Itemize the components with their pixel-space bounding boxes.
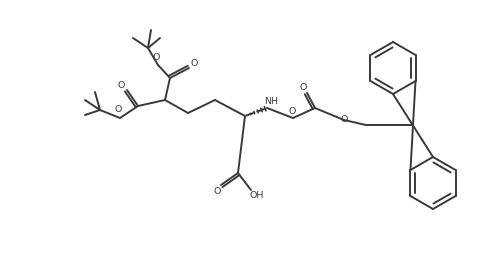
Text: O: O (300, 83, 307, 91)
Text: O: O (213, 187, 221, 195)
Text: O: O (190, 58, 198, 68)
Text: O: O (114, 106, 122, 114)
Text: O: O (117, 80, 125, 90)
Text: O: O (288, 106, 296, 116)
Text: NH: NH (264, 98, 278, 106)
Text: O: O (152, 54, 160, 62)
Text: OH: OH (250, 191, 264, 199)
Text: O: O (340, 116, 348, 125)
